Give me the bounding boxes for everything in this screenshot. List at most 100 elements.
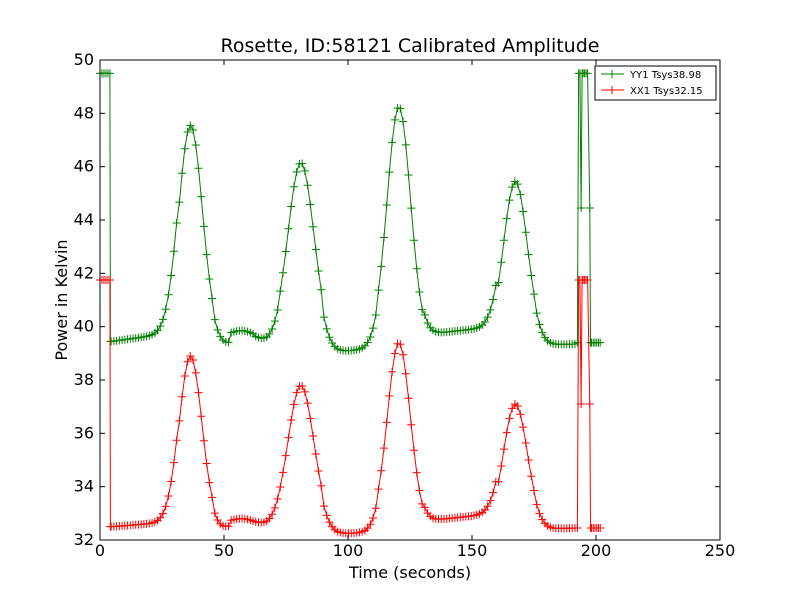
data-point-marker [409, 446, 418, 455]
data-point-marker [585, 204, 594, 212]
data-point-marker [287, 202, 296, 211]
data-point-marker [483, 502, 492, 511]
data-point-marker [494, 477, 503, 486]
data-point-marker [268, 324, 277, 333]
data-point-marker [371, 311, 380, 320]
data-point-marker [382, 418, 391, 427]
data-point-marker [268, 510, 277, 519]
data-point-marker [169, 458, 178, 467]
data-point-marker [213, 325, 222, 334]
data-point-marker [309, 432, 318, 441]
data-point-marker [205, 274, 214, 283]
data-point-marker [363, 338, 372, 347]
data-point-marker [385, 391, 394, 400]
data-point-marker [513, 180, 522, 189]
data-point-marker [199, 222, 208, 231]
data-point-marker [284, 433, 293, 442]
data-point-marker [194, 388, 203, 397]
data-point-marker [415, 287, 424, 296]
data-point-marker [153, 326, 162, 335]
x-tick-label: 200 [581, 541, 612, 560]
data-point-marker [202, 459, 211, 468]
x-tick-label: 100 [333, 541, 364, 560]
data-point-marker [265, 330, 274, 339]
legend-label-yy1: YY1 Tsys38.98 [629, 70, 701, 81]
x-tick-label: 50 [214, 541, 234, 560]
x-tick-label: 250 [705, 541, 736, 560]
data-point-marker [404, 394, 413, 403]
data-point-marker [505, 414, 514, 423]
data-point-marker [281, 451, 290, 460]
data-point-marker [208, 493, 217, 502]
data-point-marker [156, 513, 165, 522]
data-point-marker [322, 324, 331, 333]
plot-area [100, 60, 720, 540]
data-point-marker [270, 503, 279, 512]
data-point-marker [401, 140, 410, 149]
data-point-marker [167, 477, 176, 486]
data-point-marker [369, 513, 378, 522]
data-point-marker [412, 264, 421, 273]
data-point-marker [319, 313, 328, 322]
data-point-marker [499, 445, 508, 454]
data-point-marker [287, 415, 296, 424]
data-point-marker [516, 410, 525, 419]
data-point-marker [494, 278, 503, 287]
data-point-marker [289, 400, 298, 409]
data-point-marker [172, 219, 181, 228]
data-point-marker [158, 315, 167, 324]
data-point-marker [208, 294, 217, 303]
data-point-marker [270, 317, 279, 326]
data-point-marker [527, 271, 536, 280]
data-point-marker [530, 486, 538, 495]
data-point-marker [399, 117, 408, 126]
data-point-marker [161, 305, 170, 314]
data-point-marker [199, 436, 208, 445]
data-point-marker [489, 295, 498, 304]
data-point-marker [396, 340, 405, 349]
x-tick-label: 150 [457, 541, 488, 560]
data-point-marker [508, 404, 517, 413]
y-tick-label: 48 [74, 103, 94, 122]
data-point-marker [191, 141, 200, 150]
plot-frame [99, 59, 721, 541]
data-point-marker [596, 338, 605, 347]
y-tick-label: 46 [74, 157, 94, 176]
data-point-marker [407, 204, 416, 213]
data-point-marker [577, 204, 586, 212]
data-point-marker [480, 317, 489, 326]
legend-marker-1 [608, 86, 616, 94]
data-point-marker [210, 315, 219, 324]
data-point-marker [420, 503, 429, 512]
data-point-marker [194, 164, 203, 173]
data-point-marker [317, 285, 326, 294]
data-point-marker [396, 104, 405, 113]
data-point-marker [306, 414, 315, 423]
data-point-marker [516, 190, 525, 199]
data-point-marker [415, 486, 424, 495]
data-point-marker [197, 192, 206, 201]
data-point-marker [399, 350, 408, 359]
data-point-marker [585, 400, 594, 408]
data-point-marker [325, 518, 334, 527]
data-point-marker [197, 412, 206, 421]
data-point-marker [322, 511, 331, 520]
data-point-marker [369, 324, 378, 333]
data-point-marker [276, 482, 285, 491]
data-point-marker [306, 200, 315, 209]
data-point-marker [180, 144, 189, 153]
data-point-marker [538, 328, 547, 337]
data-point-marker [186, 121, 195, 130]
data-point-marker [483, 313, 492, 322]
ticks-layer: 0 50 100 150 200 250 32 34 36 38 40 42 44 46 48 50 [74, 50, 736, 560]
data-point-marker [418, 305, 427, 314]
data-point-marker [407, 420, 416, 429]
series-markers-1 [96, 276, 605, 538]
data-point-marker [158, 509, 167, 518]
legend-label-xx1: XX1 Tsys32.15 [630, 86, 703, 97]
data-point-marker [175, 416, 184, 425]
data-point-marker [573, 524, 582, 532]
data-point-marker [388, 367, 397, 376]
y-tick-label: 40 [74, 317, 94, 336]
data-point-marker [105, 69, 114, 78]
